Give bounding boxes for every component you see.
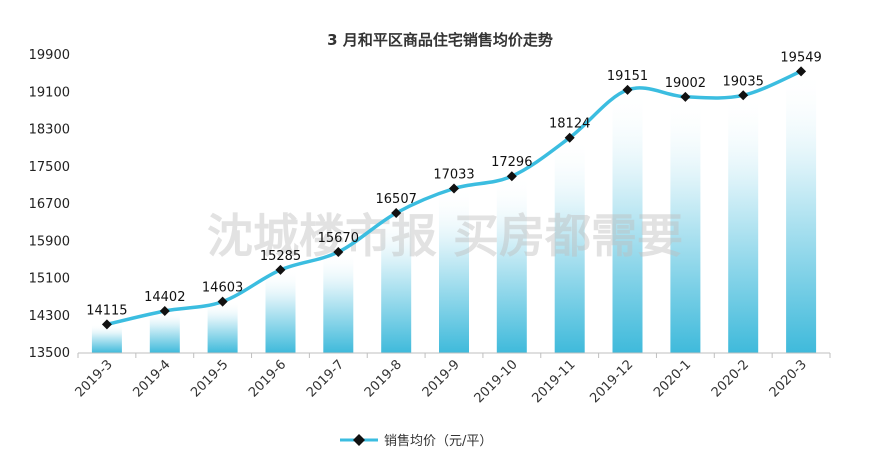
data-point-2019-7 bbox=[333, 246, 344, 257]
data-label-2019-12: 19151 bbox=[607, 69, 648, 84]
data-point-2019-9 bbox=[449, 183, 459, 194]
x-tick-label: 2020-1 bbox=[651, 357, 694, 400]
data-point-2019-10 bbox=[506, 171, 517, 182]
data-point-2019-4 bbox=[159, 306, 170, 317]
series-line-layer bbox=[101, 66, 807, 330]
data-label-2019-10: 17296 bbox=[491, 155, 532, 170]
data-point-2019-11 bbox=[564, 132, 575, 143]
data-labels: 14115 14402 14603 15285 15670 16507 17033 17296… bbox=[86, 50, 822, 318]
data-label-2019-3: 14115 bbox=[86, 303, 127, 318]
x-tick-label: 2019-11 bbox=[529, 357, 578, 406]
bar-2019-5 bbox=[207, 301, 238, 353]
y-tick-label: 18300 bbox=[29, 123, 70, 138]
x-tick-label: 2020-2 bbox=[709, 357, 752, 400]
bar-2020-2 bbox=[728, 95, 759, 354]
bar-2019-11 bbox=[554, 137, 585, 353]
data-label-2020-3: 19549 bbox=[780, 50, 821, 65]
y-axis: 13500 14300 15100 15900 16700 17500 18300 19100… bbox=[29, 48, 70, 361]
legend: 销售均价（元/平） bbox=[340, 433, 492, 449]
bar-2019-4 bbox=[149, 311, 180, 353]
data-label-2019-7: 15670 bbox=[318, 231, 359, 246]
data-label-2019-11: 18124 bbox=[549, 117, 590, 132]
x-axis: 2019-3 2019-4 2019-5 2019-6 2019-7 2019-8 2019… bbox=[73, 352, 831, 406]
bar-2019-6 bbox=[265, 269, 296, 353]
data-point-2019-12 bbox=[622, 84, 633, 95]
y-tick-label: 19900 bbox=[29, 48, 70, 63]
data-point-2019-3 bbox=[101, 319, 112, 330]
bar-2019-10 bbox=[496, 176, 527, 353]
data-point-2020-1 bbox=[680, 91, 691, 102]
legend-marker bbox=[353, 434, 365, 446]
bar-2019-9 bbox=[439, 188, 469, 353]
bar-2019-7 bbox=[323, 252, 354, 353]
bars-layer bbox=[91, 71, 817, 354]
data-point-2020-2 bbox=[738, 90, 749, 101]
data-point-2020-3 bbox=[796, 66, 807, 77]
x-tick-label: 2019-3 bbox=[73, 357, 116, 400]
watermark: 沈城楼市报 买房都需要 bbox=[207, 209, 683, 263]
x-tick-label: 2019-12 bbox=[587, 357, 636, 406]
y-tick-label: 17500 bbox=[29, 160, 70, 175]
legend-entry: 销售均价（元/平） bbox=[384, 433, 492, 449]
data-point-2019-6 bbox=[275, 264, 286, 275]
bar-2019-8 bbox=[381, 213, 412, 353]
x-tick-label: 2019-9 bbox=[420, 357, 463, 400]
x-tick-label: 2019-5 bbox=[188, 357, 231, 400]
y-tick-label: 16700 bbox=[29, 197, 70, 212]
data-point-2019-8 bbox=[391, 207, 402, 218]
data-label-2019-4: 14402 bbox=[144, 290, 185, 305]
data-label-2019-8: 16507 bbox=[376, 192, 417, 207]
x-tick-label: 2020-3 bbox=[767, 357, 810, 400]
x-tick-label: 2019-7 bbox=[304, 357, 347, 400]
x-tick-label: 2019-4 bbox=[130, 357, 173, 400]
chart-title: 3 月和平区商品住宅销售均价走势 bbox=[327, 31, 553, 49]
x-tick-label: 2019-10 bbox=[472, 357, 521, 406]
x-tick-label: 2019-8 bbox=[362, 357, 405, 400]
y-tick-label: 19100 bbox=[29, 85, 70, 100]
data-label-2019-6: 15285 bbox=[260, 249, 301, 264]
data-point-2019-5 bbox=[217, 296, 228, 307]
data-label-2019-5: 14603 bbox=[202, 281, 243, 296]
y-tick-label: 14300 bbox=[29, 309, 70, 324]
data-label-2019-9: 17033 bbox=[433, 168, 474, 183]
y-tick-label: 15100 bbox=[29, 272, 70, 287]
data-label-2020-1: 19002 bbox=[665, 76, 706, 91]
bar-2020-3 bbox=[786, 71, 817, 354]
bar-2019-12 bbox=[612, 89, 643, 354]
y-tick-label: 15900 bbox=[29, 234, 70, 249]
x-tick-label: 2019-6 bbox=[246, 357, 289, 400]
data-label-2020-2: 19035 bbox=[723, 74, 764, 89]
bar-2020-1 bbox=[670, 96, 701, 354]
y-tick-label: 13500 bbox=[29, 346, 70, 361]
